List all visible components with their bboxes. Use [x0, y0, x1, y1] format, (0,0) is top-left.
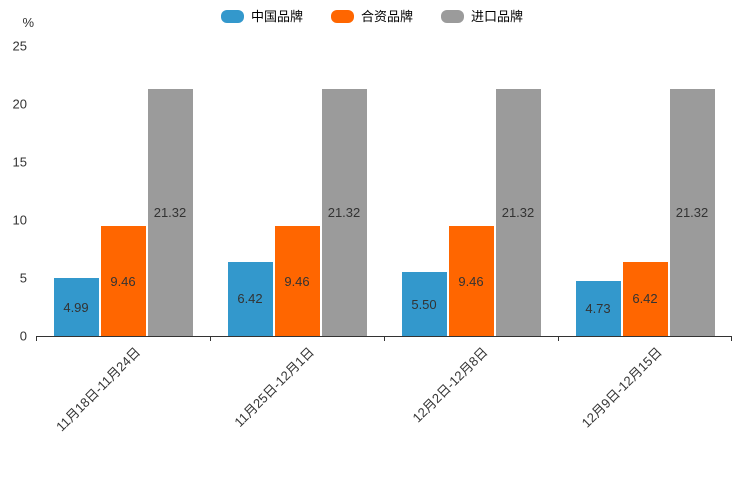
- bar-value-label: 5.50: [411, 296, 437, 312]
- bar: 9.46: [447, 226, 495, 336]
- y-axis-tick-label: 0: [19, 328, 27, 344]
- x-axis-tick: [210, 336, 211, 341]
- bar: 21.32: [320, 88, 368, 336]
- y-axis-tick-label: 10: [12, 212, 27, 228]
- bar: 4.99: [52, 278, 100, 336]
- bar: 21.32: [494, 88, 542, 336]
- bar-value-label: 6.42: [632, 291, 658, 307]
- legend: 中国品牌 合资品牌 进口品牌: [0, 10, 744, 23]
- bar-value-label: 6.42: [237, 291, 263, 307]
- legend-item-0[interactable]: 中国品牌: [220, 9, 303, 24]
- legend-label: 进口品牌: [471, 9, 524, 24]
- bar-value-label: 21.32: [501, 204, 535, 220]
- bar-value-label: 21.32: [327, 204, 361, 220]
- bar: 5.50: [400, 272, 448, 336]
- legend-marker-icon: [441, 10, 464, 23]
- legend-label: 合资品牌: [360, 9, 413, 24]
- legend-marker-icon: [330, 10, 354, 23]
- bar: 9.46: [273, 226, 321, 336]
- bar-group: 5.50 9.46 21.32: [384, 46, 558, 336]
- bar-value-label: 21.32: [153, 204, 187, 220]
- bar: 9.46: [99, 226, 147, 336]
- bar-group: 4.99 9.46 21.32: [36, 46, 210, 336]
- x-axis-label: 11月18日-11月24日: [52, 344, 143, 435]
- bar-group: 6.42 9.46 21.32: [210, 46, 384, 336]
- x-axis-tick: [558, 336, 559, 341]
- legend-marker-icon: [220, 10, 244, 23]
- y-axis-unit-label: %: [22, 15, 34, 30]
- y-axis-tick-label: 20: [12, 96, 27, 112]
- bar: 21.32: [146, 88, 194, 336]
- plot-area: 4.99 9.46 21.32 6.42 9.46 21.32 5.50 9.46 21.32 4…: [13, 40, 732, 434]
- legend-label: 中国品牌: [250, 9, 303, 24]
- bar-value-label: 9.46: [458, 273, 484, 289]
- legend-item-1[interactable]: 合资品牌: [330, 9, 413, 24]
- x-axis-label: 11月25日-12月1日: [231, 344, 317, 430]
- bar-group: 4.73 6.42 21.32: [558, 46, 732, 336]
- x-axis-tick: [36, 336, 37, 341]
- legend-item-2[interactable]: 进口品牌: [441, 10, 523, 23]
- bar-value-label: 9.46: [110, 273, 136, 289]
- x-axis-tick: [384, 336, 385, 341]
- x-axis-label: 12月9日-12月15日: [578, 344, 665, 431]
- y-axis-tick-label: 5: [19, 270, 27, 286]
- y-axis-tick-label: 15: [12, 154, 27, 170]
- bar: 21.32: [668, 88, 716, 336]
- bar: 6.42: [226, 261, 274, 336]
- bar-value-label: 4.73: [585, 301, 611, 317]
- bar-value-label: 4.99: [63, 299, 89, 315]
- bar: 6.42: [621, 261, 669, 336]
- x-axis-label: 12月2日-12月8日: [409, 344, 491, 426]
- bar-groups: 4.99 9.46 21.32 6.42 9.46 21.32 5.50 9.46 21.32 4…: [36, 46, 732, 336]
- bar-value-label: 9.46: [284, 273, 310, 289]
- y-axis-tick-label: 25: [12, 38, 27, 54]
- bar-value-label: 21.32: [675, 204, 709, 220]
- x-axis-tick: [731, 336, 732, 341]
- bar: 4.73: [574, 281, 622, 336]
